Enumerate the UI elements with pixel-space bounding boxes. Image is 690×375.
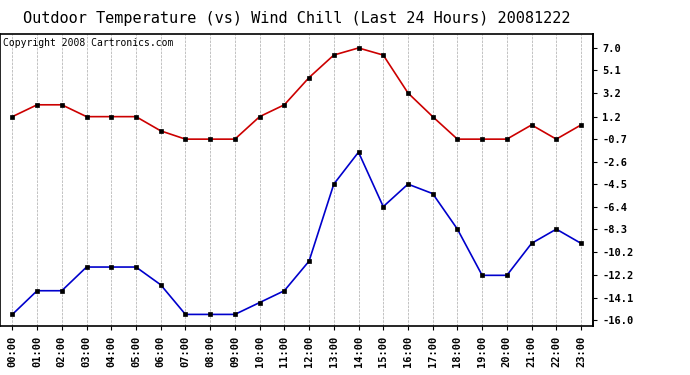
Text: Outdoor Temperature (vs) Wind Chill (Last 24 Hours) 20081222: Outdoor Temperature (vs) Wind Chill (Las…: [23, 11, 571, 26]
Text: Copyright 2008 Cartronics.com: Copyright 2008 Cartronics.com: [3, 38, 173, 48]
